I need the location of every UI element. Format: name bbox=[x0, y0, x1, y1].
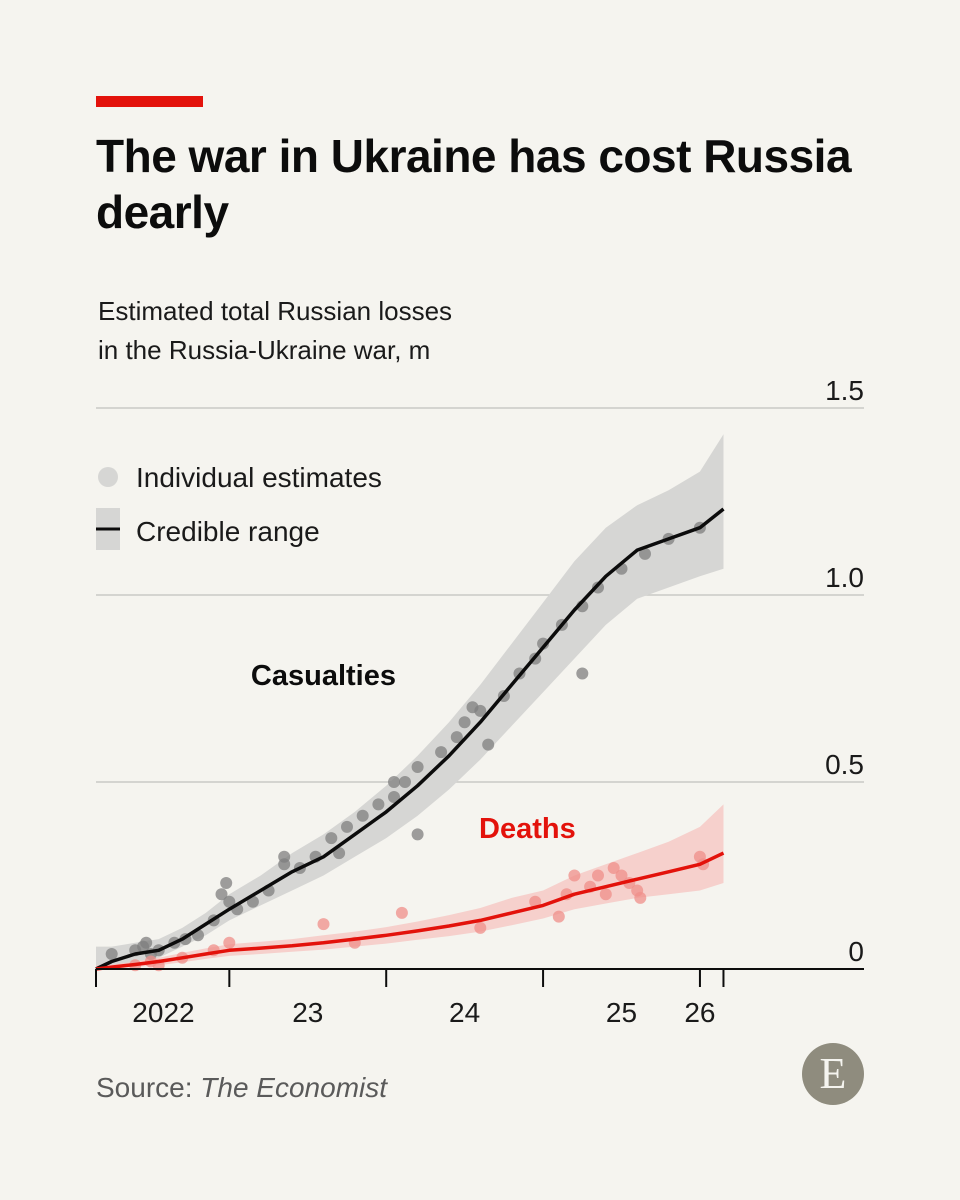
casualties-estimate-dot bbox=[474, 704, 487, 717]
deaths-estimate-dot bbox=[615, 869, 628, 882]
x-tick-label: 24 bbox=[449, 997, 480, 1028]
casualties-estimate-dot bbox=[220, 877, 233, 889]
casualties-estimate-dot bbox=[223, 895, 236, 908]
deaths-estimate-dot bbox=[529, 895, 542, 908]
chart-subtitle: Estimated total Russian losses in the Ru… bbox=[98, 292, 798, 370]
x-tick-label: 23 bbox=[292, 997, 323, 1028]
deaths-estimate-dot bbox=[395, 906, 408, 919]
legend-estimates-dot bbox=[98, 467, 118, 487]
casualties-estimate-dot bbox=[482, 738, 495, 751]
casualties-estimate-dot bbox=[411, 761, 424, 773]
casualties-estimate-dot bbox=[435, 746, 448, 759]
casualties-estimate-dot bbox=[341, 820, 353, 833]
band-layer bbox=[96, 434, 724, 969]
casualties-estimate-dot bbox=[388, 776, 400, 788]
casualties-estimate-dot bbox=[278, 858, 291, 871]
casualties-estimate-dot bbox=[458, 716, 471, 729]
deaths-series-label: Deaths bbox=[479, 813, 576, 845]
source-note: Source: The Economist bbox=[96, 1072, 387, 1104]
y-tick-label: 0 bbox=[848, 936, 864, 967]
casualties-estimate-dot bbox=[576, 667, 589, 680]
grid-layer bbox=[96, 407, 864, 783]
accent-bar bbox=[96, 96, 203, 107]
casualties-estimate-dot bbox=[399, 776, 411, 788]
casualties-estimate-dot bbox=[325, 832, 338, 845]
subtitle-line-1: Estimated total Russian losses bbox=[98, 296, 453, 326]
casualties-estimate-dot bbox=[388, 791, 400, 803]
x-tick-label: 2022 bbox=[132, 997, 194, 1028]
casualties-estimate-dot bbox=[592, 581, 604, 594]
legend: Individual estimates Credible range bbox=[96, 462, 382, 550]
deaths-estimate-dot bbox=[592, 869, 604, 882]
legend-estimates-label: Individual estimates bbox=[136, 462, 382, 493]
economist-logo: E bbox=[802, 1043, 864, 1105]
casualties-series-label: Casualties bbox=[251, 660, 396, 692]
casualties-estimate-dot bbox=[215, 888, 228, 901]
casualties-estimate-dot bbox=[372, 798, 385, 811]
casualties-estimate-dot bbox=[450, 731, 463, 744]
deaths-estimate-dot bbox=[599, 888, 612, 901]
y-tick-label: 1.0 bbox=[825, 562, 864, 593]
deaths-estimate-dot bbox=[634, 891, 647, 904]
deaths-credible-band bbox=[96, 804, 724, 969]
deaths-estimate-dot bbox=[223, 936, 236, 949]
axis-layer bbox=[95, 968, 864, 987]
label-layer: 0 0.5 1.0 1.5 Casualties Deaths 2022 23 24 25 26 bbox=[132, 375, 864, 1028]
deaths-estimate-dot bbox=[552, 910, 565, 923]
x-tick-label: 25 bbox=[606, 997, 637, 1028]
casualties-estimate-dot bbox=[140, 936, 153, 949]
casualties-estimate-dot bbox=[537, 637, 550, 650]
source-prefix: Source: bbox=[96, 1072, 201, 1103]
casualties-estimate-dot bbox=[105, 948, 118, 960]
subtitle-line-2: in the Russia-Ukraine war, m bbox=[98, 335, 431, 365]
y-tick-label: 0.5 bbox=[825, 749, 864, 780]
deaths-estimate-dot bbox=[568, 869, 581, 882]
y-tick-label: 1.5 bbox=[825, 375, 864, 406]
line-layer bbox=[95, 507, 725, 971]
casualties-estimate-dot bbox=[356, 809, 369, 822]
chart-title: The war in Ukraine has cost Russia dearl… bbox=[96, 130, 852, 238]
casualties-estimate-dot bbox=[333, 847, 346, 860]
deaths-estimate-dot bbox=[474, 921, 487, 934]
source-name: The Economist bbox=[200, 1072, 388, 1103]
casualties-median-line bbox=[95, 507, 725, 971]
casualties-estimate-dot bbox=[411, 828, 424, 841]
deaths-estimate-dot bbox=[317, 918, 330, 931]
casualties-estimate-dot bbox=[639, 547, 651, 560]
deaths-median-line bbox=[95, 851, 725, 971]
deaths-estimate-dot bbox=[607, 862, 620, 874]
x-tick-label: 26 bbox=[684, 997, 715, 1028]
legend-range-label: Credible range bbox=[136, 516, 320, 547]
